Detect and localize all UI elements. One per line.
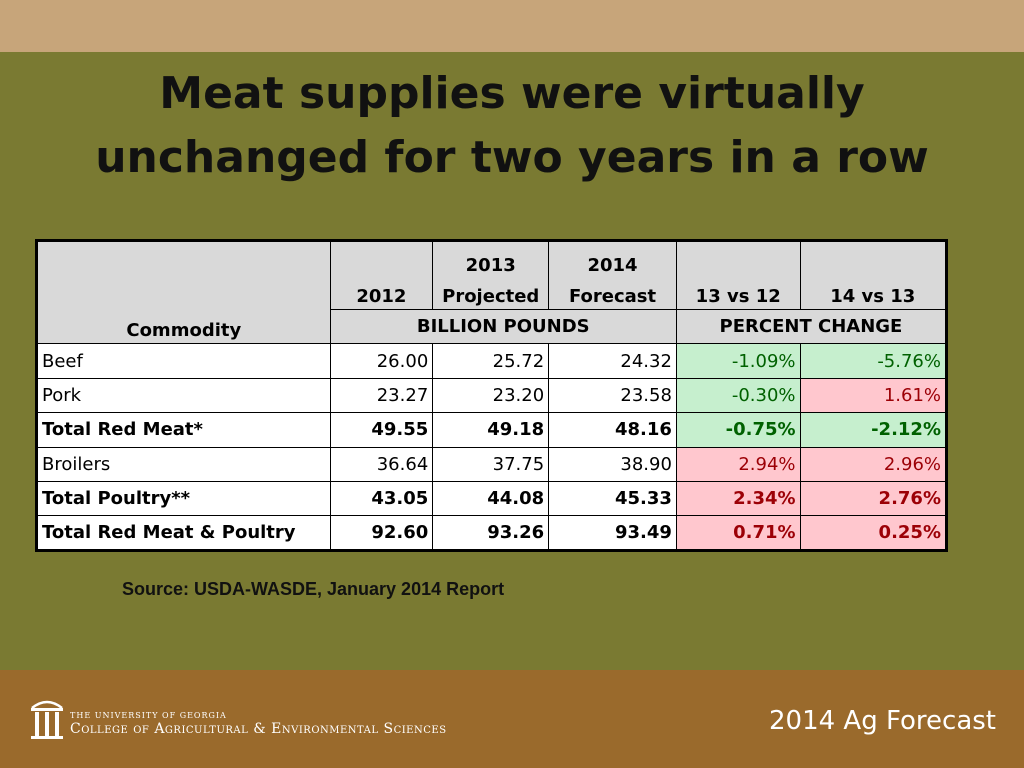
meat-supply-table: Commodity 2012 2013 Projected 2014 Forec… [35, 239, 948, 552]
change-13vs12: 0.71% [675, 515, 801, 551]
header-2013-year: 2013 [465, 255, 516, 276]
value-2014: 24.32 [548, 343, 677, 379]
slide-title: Meat supplies were virtually unchanged f… [60, 62, 964, 190]
header-2013-sub: Projected [442, 286, 540, 307]
change-13vs12: 2.34% [675, 480, 801, 517]
value-2012: 26.00 [329, 343, 434, 379]
header-2013: 2013 Projected [432, 240, 550, 310]
change-13vs12: 2.94% [675, 446, 801, 482]
header-2014: 2014 Forecast [548, 240, 677, 310]
change-13vs12: -1.09% [675, 343, 801, 379]
table-row: Broilers 36.64 37.75 38.90 2.94% 2.96% [36, 446, 948, 482]
change-13vs12: -0.75% [675, 412, 801, 448]
value-2014: 38.90 [548, 446, 677, 482]
value-2013: 25.72 [432, 343, 550, 379]
value-2014: 23.58 [548, 377, 677, 414]
change-14vs13: 1.61% [799, 377, 948, 414]
top-band [0, 0, 1024, 52]
header-commodity: Commodity [36, 239, 331, 345]
university-name: THE UNIVERSITY OF GEORGIA [70, 711, 227, 720]
change-14vs13: 2.96% [799, 446, 948, 482]
header-row-groups: BILLION POUNDS PERCENT CHANGE [37, 308, 948, 345]
header-billion-pounds: BILLION POUNDS [329, 308, 677, 345]
value-2012: 23.27 [329, 377, 434, 414]
value-2013: 37.75 [432, 446, 550, 482]
header-14vs13: 14 vs 13 [799, 240, 948, 310]
arch-columns-icon [31, 700, 63, 739]
value-2013: 23.20 [432, 377, 550, 414]
value-2014: 48.16 [548, 412, 677, 448]
change-14vs13: 0.25% [799, 515, 948, 551]
row-commodity: Broilers [36, 446, 331, 482]
row-commodity: Pork [36, 377, 331, 414]
header-2012: 2012 [329, 240, 434, 310]
change-14vs13: -5.76% [799, 343, 948, 379]
value-2014: 45.33 [548, 480, 677, 517]
change-14vs13: -2.12% [799, 412, 948, 448]
table-row: Beef 26.00 25.72 24.32 -1.09% -5.76% [36, 343, 948, 379]
value-2013: 44.08 [432, 480, 550, 517]
change-13vs12: -0.30% [675, 377, 801, 414]
college-name: College of Agricultural & Environmental … [70, 721, 447, 737]
table-row: Total Poultry** 43.05 44.08 45.33 2.34% … [36, 480, 948, 517]
table-row: Total Red Meat & Poultry 92.60 93.26 93.… [36, 515, 948, 551]
value-2013: 93.26 [432, 515, 550, 551]
header-2014-sub: Forecast [568, 286, 657, 307]
value-2012: 36.64 [329, 446, 434, 482]
change-14vs13: 2.76% [799, 480, 948, 517]
value-2012: 49.55 [329, 412, 434, 448]
header-13vs12: 13 vs 12 [675, 240, 801, 310]
ag-forecast-label: 2014 Ag Forecast [768, 706, 996, 736]
title-line-2: unchanged for two years in a row [95, 132, 929, 183]
header-row-years: Commodity 2012 2013 Projected 2014 Forec… [36, 239, 948, 345]
header-2014-year: 2014 [587, 255, 638, 276]
title-line-1: Meat supplies were virtually [159, 68, 865, 119]
row-commodity: Total Red Meat* [36, 412, 331, 448]
value-2012: 92.60 [329, 515, 434, 551]
source-note: Source: USDA-WASDE, January 2014 Report [122, 579, 505, 599]
row-commodity: Total Red Meat & Poultry [36, 515, 331, 551]
row-commodity: Total Poultry** [36, 480, 331, 517]
row-commodity: Beef [36, 343, 331, 379]
footer-band [0, 670, 1024, 768]
value-2012: 43.05 [329, 480, 434, 517]
value-2014: 93.49 [548, 515, 677, 551]
header-percent-change: PERCENT CHANGE [675, 308, 948, 345]
table-row: Pork 23.27 23.20 23.58 -0.30% 1.61% [36, 377, 948, 414]
value-2013: 49.18 [432, 412, 550, 448]
table-row: Total Red Meat* 49.55 49.18 48.16 -0.75%… [36, 412, 948, 448]
